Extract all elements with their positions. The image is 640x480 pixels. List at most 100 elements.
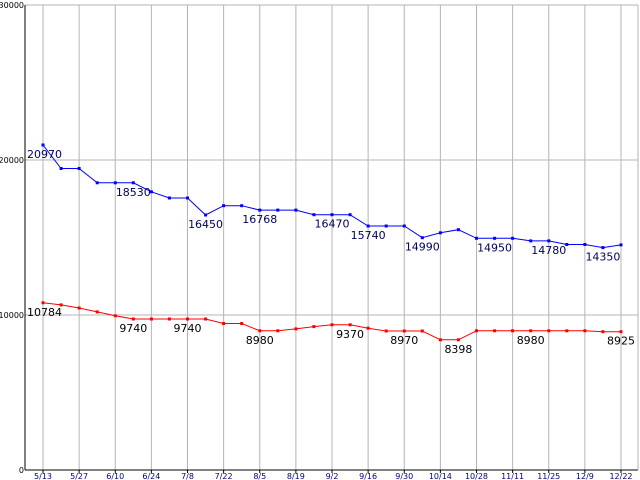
data-point-1 xyxy=(348,323,352,327)
data-point-1 xyxy=(41,301,45,305)
data-point-1 xyxy=(95,310,99,314)
data-label: 16450 xyxy=(188,218,223,231)
x-tick-labels: 5/13 5/27 6/10 6/24 7/8 7/22 8/5 8/19 9/2 9/16 9/3… xyxy=(34,472,633,480)
data-point-0 xyxy=(619,243,623,247)
data-point-0 xyxy=(493,236,497,240)
data-point-0 xyxy=(348,213,352,217)
data-point-1 xyxy=(619,330,623,334)
data-label: 14780 xyxy=(531,244,566,257)
data-point-1 xyxy=(601,330,605,334)
data-point-1 xyxy=(222,322,226,325)
data-point-1 xyxy=(113,314,117,318)
data-point-1 xyxy=(167,317,171,321)
data-label: 14950 xyxy=(477,241,512,254)
axes xyxy=(24,5,639,473)
data-point-0 xyxy=(583,243,587,246)
y-tick-label: 10000 xyxy=(0,311,24,320)
data-label: 8980 xyxy=(517,334,545,347)
data-label: 8970 xyxy=(390,334,418,347)
x-tick-label: 5/13 xyxy=(34,472,52,480)
x-tick-label: 9/30 xyxy=(395,472,413,480)
data-point-0 xyxy=(330,213,334,217)
data-label: 18530 xyxy=(116,186,151,199)
x-tick-label: 12/9 xyxy=(576,472,594,480)
data-point-1 xyxy=(330,323,334,327)
data-point-1 xyxy=(565,329,569,333)
data-point-1 xyxy=(366,326,370,330)
x-tick-label: 10/14 xyxy=(429,472,452,480)
x-tick-label: 11/11 xyxy=(501,472,524,480)
data-point-1 xyxy=(276,329,280,333)
data-point-1 xyxy=(59,303,63,307)
data-point-1 xyxy=(529,329,533,333)
data-point-0 xyxy=(529,239,533,243)
data-label: 9740 xyxy=(174,322,202,335)
x-tick-label: 9/2 xyxy=(326,472,339,480)
data-point-0 xyxy=(113,181,117,185)
x-tick-label: 11/25 xyxy=(537,472,560,480)
data-point-1 xyxy=(149,317,153,321)
y-tick-label: 20000 xyxy=(0,156,24,165)
data-point-0 xyxy=(204,213,208,217)
x-tick-label: 7/22 xyxy=(215,472,233,480)
data-label: 14990 xyxy=(405,241,440,254)
data-point-0 xyxy=(294,208,298,212)
data-point-0 xyxy=(366,224,370,228)
data-point-0 xyxy=(547,239,551,243)
data-point-1 xyxy=(511,329,515,333)
x-tick-label: 7/8 xyxy=(181,472,194,480)
data-label: 20970 xyxy=(27,148,62,161)
data-point-0 xyxy=(402,224,406,228)
x-tick-label: 6/24 xyxy=(142,472,160,480)
data-point-0 xyxy=(77,167,81,170)
data-label: 15740 xyxy=(351,229,386,242)
data-point-0 xyxy=(149,190,153,194)
data-point-0 xyxy=(601,246,605,250)
data-point-0 xyxy=(438,231,442,235)
data-label: 9740 xyxy=(119,322,147,335)
data-point-0 xyxy=(240,204,244,208)
x-tick-label: 6/10 xyxy=(106,472,124,480)
data-point-0 xyxy=(276,208,280,212)
data-point-0 xyxy=(222,204,226,208)
data-point-0 xyxy=(475,236,478,240)
x-tick-label: 5/27 xyxy=(70,472,88,480)
x-tick-label: 10/28 xyxy=(465,472,488,480)
data-label: 10784 xyxy=(27,306,62,319)
data-label: 16768 xyxy=(242,213,277,226)
data-point-1 xyxy=(258,329,262,333)
data-point-0 xyxy=(456,228,460,232)
data-point-0 xyxy=(312,213,316,217)
data-point-1 xyxy=(77,306,81,310)
data-point-0 xyxy=(167,196,171,200)
data-point-1 xyxy=(384,329,388,333)
data-point-1 xyxy=(186,317,189,321)
data-point-1 xyxy=(312,325,316,329)
y-tick-labels: 0 10000 20000 30000 xyxy=(0,1,24,475)
y-tick-label: 0 xyxy=(19,466,24,475)
data-point-0 xyxy=(258,208,262,212)
x-tick-label: 12/22 xyxy=(609,472,632,480)
data-point-1 xyxy=(402,329,406,333)
data-label: 8980 xyxy=(246,334,274,347)
data-point-1 xyxy=(438,338,442,342)
y-tick-label: 30000 xyxy=(0,1,24,10)
data-point-0 xyxy=(41,143,45,147)
data-point-0 xyxy=(384,224,388,228)
x-tick-label: 8/5 xyxy=(253,472,266,480)
data-point-1 xyxy=(420,329,424,333)
series-group xyxy=(41,143,623,342)
data-label: 14350 xyxy=(585,251,620,264)
data-label: 8398 xyxy=(444,343,472,356)
data-point-0 xyxy=(95,181,99,185)
data-point-1 xyxy=(294,327,298,331)
data-point-1 xyxy=(240,322,244,325)
data-label: 9370 xyxy=(336,328,364,341)
data-point-0 xyxy=(565,243,569,246)
data-point-1 xyxy=(475,329,478,333)
data-label: 16470 xyxy=(315,218,350,231)
data-point-1 xyxy=(456,338,460,342)
x-tick-label: 9/16 xyxy=(359,472,377,480)
